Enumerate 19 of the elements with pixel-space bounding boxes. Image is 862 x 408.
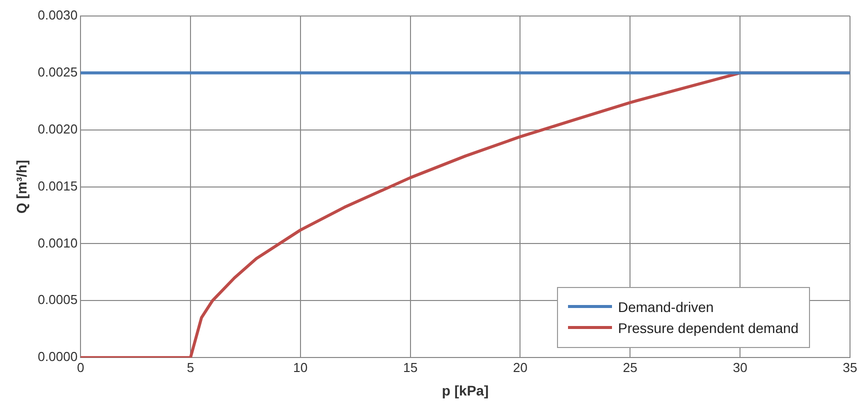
y-tick-label: 0.0000: [38, 349, 78, 364]
x-tick-label: 30: [732, 360, 748, 375]
y-tick-label: 0.0010: [38, 235, 78, 250]
y-tick-label: 0.0030: [38, 8, 78, 23]
legend-label: Demand-driven: [618, 298, 714, 315]
x-tick-label: 20: [513, 360, 528, 375]
x-axis-title: p [kPa]: [442, 382, 489, 398]
y-tick-label: 0.0005: [38, 292, 78, 308]
y-tick-label: 0.0015: [38, 178, 78, 194]
y-tick-label: 0.0020: [38, 121, 78, 136]
x-tick-label: 5: [186, 360, 194, 375]
x-tick-label: 15: [403, 360, 418, 375]
y-axis-title: Q [m³/h]: [13, 160, 30, 214]
x-tick-label: 25: [622, 360, 638, 375]
x-tick-label: 0: [76, 360, 84, 375]
y-tick-label: 0.0025: [38, 64, 78, 80]
x-tick-label: 35: [842, 360, 858, 375]
x-tick-label: 10: [293, 360, 308, 375]
legend-label: Pressure dependent demand: [618, 320, 799, 336]
